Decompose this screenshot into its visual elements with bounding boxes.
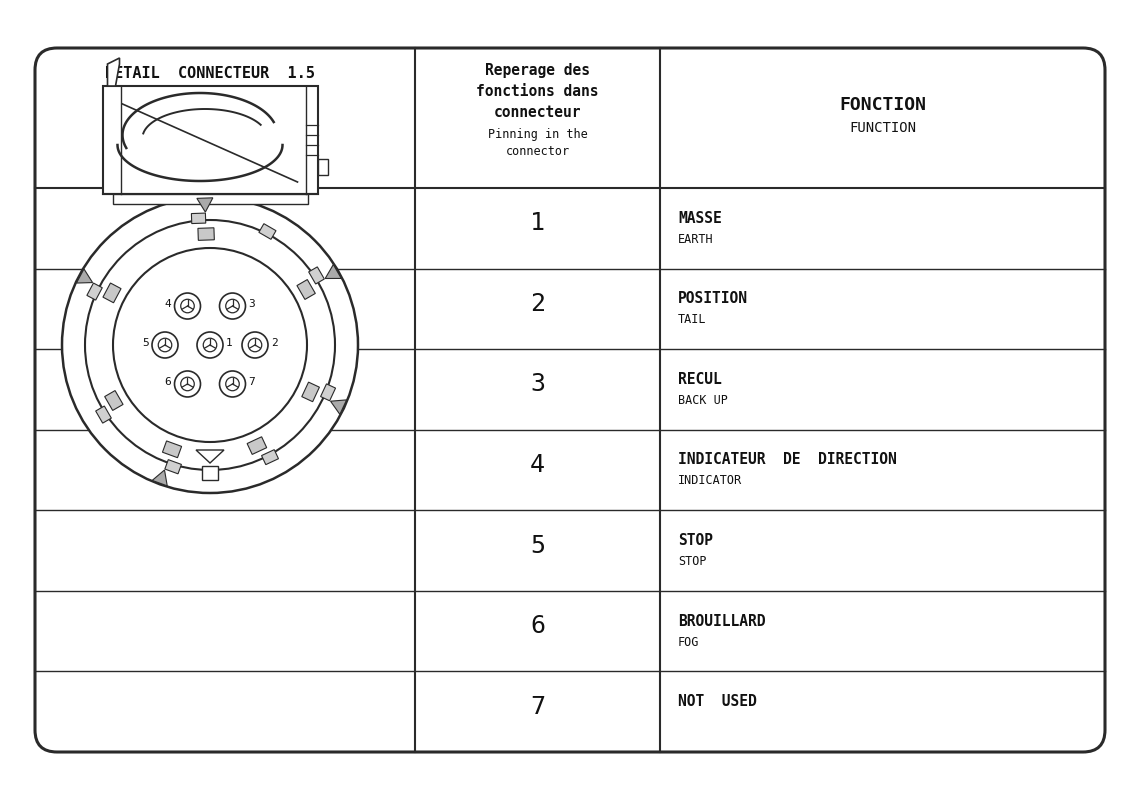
Polygon shape bbox=[103, 283, 121, 302]
Text: MASSE: MASSE bbox=[678, 210, 722, 226]
Text: 5: 5 bbox=[142, 338, 149, 348]
Text: DETAIL  CONNECTEUR  1.5: DETAIL CONNECTEUR 1.5 bbox=[105, 66, 315, 81]
Text: FUNCTION: FUNCTION bbox=[849, 121, 917, 135]
Polygon shape bbox=[259, 224, 276, 239]
Text: STOP: STOP bbox=[678, 555, 707, 568]
Circle shape bbox=[242, 332, 268, 358]
Polygon shape bbox=[87, 283, 103, 300]
Polygon shape bbox=[296, 279, 316, 299]
Polygon shape bbox=[261, 450, 278, 465]
Polygon shape bbox=[320, 384, 335, 401]
Text: BROUILLARD: BROUILLARD bbox=[678, 614, 765, 629]
Circle shape bbox=[249, 338, 262, 352]
Circle shape bbox=[181, 299, 194, 313]
Circle shape bbox=[226, 299, 239, 313]
Circle shape bbox=[158, 338, 172, 352]
FancyBboxPatch shape bbox=[318, 159, 327, 175]
Circle shape bbox=[152, 332, 178, 358]
Polygon shape bbox=[198, 228, 214, 240]
Circle shape bbox=[174, 293, 201, 319]
Text: EARTH: EARTH bbox=[678, 233, 714, 246]
Circle shape bbox=[220, 293, 245, 319]
Text: INDICATEUR  DE  DIRECTION: INDICATEUR DE DIRECTION bbox=[678, 453, 897, 467]
Polygon shape bbox=[196, 450, 223, 463]
Polygon shape bbox=[302, 382, 319, 402]
Circle shape bbox=[220, 371, 245, 397]
Text: Echelle 2 :: Echelle 2 : bbox=[160, 92, 260, 107]
FancyBboxPatch shape bbox=[113, 194, 308, 204]
Text: 3: 3 bbox=[530, 373, 545, 397]
Text: 4: 4 bbox=[530, 453, 545, 477]
Text: STOP: STOP bbox=[678, 533, 712, 548]
Text: Reperage des: Reperage des bbox=[484, 63, 591, 78]
Text: POSITION: POSITION bbox=[678, 291, 748, 306]
Text: 2: 2 bbox=[271, 338, 278, 348]
Polygon shape bbox=[76, 269, 92, 283]
Text: TAIL: TAIL bbox=[678, 314, 707, 326]
Polygon shape bbox=[192, 213, 205, 223]
Text: connecteur: connecteur bbox=[494, 105, 581, 120]
Circle shape bbox=[174, 371, 201, 397]
Text: 5: 5 bbox=[530, 534, 545, 558]
Text: Connector detail Scale 2:: Connector detail Scale 2: bbox=[116, 118, 303, 131]
Circle shape bbox=[181, 378, 194, 390]
Polygon shape bbox=[163, 441, 181, 458]
Text: 3: 3 bbox=[249, 299, 255, 309]
Text: 1: 1 bbox=[226, 338, 233, 348]
Text: 4: 4 bbox=[165, 299, 171, 309]
Polygon shape bbox=[96, 406, 112, 423]
Polygon shape bbox=[309, 267, 324, 284]
Text: 7: 7 bbox=[530, 694, 545, 718]
FancyBboxPatch shape bbox=[35, 48, 1105, 752]
Polygon shape bbox=[197, 198, 213, 212]
Text: 6: 6 bbox=[165, 377, 171, 387]
Circle shape bbox=[113, 248, 307, 442]
Bar bbox=[103, 86, 318, 194]
Polygon shape bbox=[247, 437, 267, 454]
Polygon shape bbox=[107, 58, 120, 86]
Text: Pinning in the: Pinning in the bbox=[488, 128, 587, 141]
Text: 1: 1 bbox=[530, 211, 545, 235]
Polygon shape bbox=[153, 470, 168, 486]
Text: connector: connector bbox=[505, 145, 570, 158]
Text: 6: 6 bbox=[530, 614, 545, 638]
Polygon shape bbox=[165, 460, 181, 474]
Text: fonctions dans: fonctions dans bbox=[477, 84, 598, 99]
Circle shape bbox=[86, 220, 335, 470]
Circle shape bbox=[226, 378, 239, 390]
Circle shape bbox=[62, 197, 358, 493]
Polygon shape bbox=[325, 265, 341, 278]
Text: BACK UP: BACK UP bbox=[678, 394, 727, 407]
FancyBboxPatch shape bbox=[202, 466, 218, 480]
Text: 2: 2 bbox=[530, 292, 545, 316]
Circle shape bbox=[197, 332, 223, 358]
Text: FONCTION: FONCTION bbox=[839, 96, 926, 114]
Text: 7: 7 bbox=[249, 377, 255, 387]
Polygon shape bbox=[105, 390, 123, 410]
Text: NOT  USED: NOT USED bbox=[678, 694, 757, 710]
Text: FOG: FOG bbox=[678, 636, 699, 649]
Polygon shape bbox=[331, 400, 347, 414]
Text: INDICATOR: INDICATOR bbox=[678, 474, 742, 487]
Circle shape bbox=[203, 338, 217, 352]
Text: RECUL: RECUL bbox=[678, 372, 722, 387]
